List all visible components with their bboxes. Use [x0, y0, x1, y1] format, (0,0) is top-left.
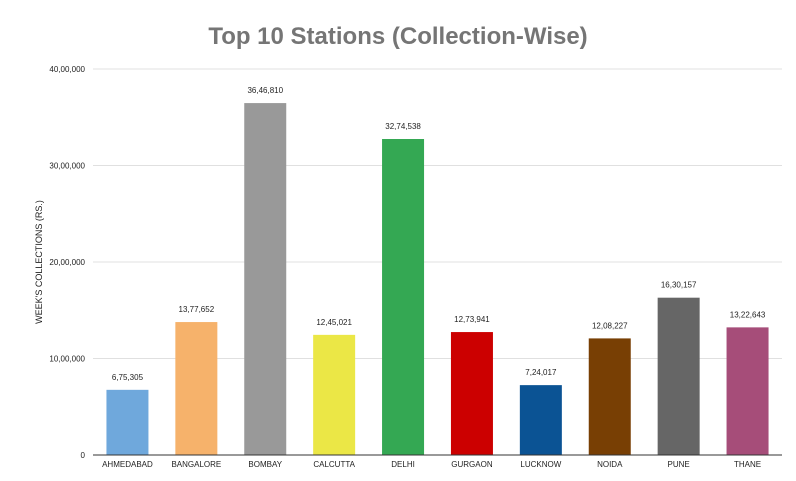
x-tick-label: GURGAON [451, 460, 493, 469]
data-label: 12,08,227 [592, 321, 628, 330]
x-tick-label: BOMBAY [248, 460, 282, 469]
x-tick-label: PUNE [668, 460, 690, 469]
y-axis-ticks: 0 10,00,000 20,00,000 30,00,000 40,00,000 [49, 65, 85, 460]
data-label: 13,77,652 [179, 305, 215, 314]
bar-calcutta [313, 334, 356, 455]
bar-bombay [244, 103, 287, 456]
x-axis-ticks: AHMEDABAD BANGALORE BOMBAY CALCUTTA DELHI GUR… [102, 460, 761, 469]
data-label: 6,75,305 [112, 373, 144, 382]
chart-title: Top 10 Stations (Collection-Wise) [208, 23, 587, 50]
data-label: 36,46,810 [247, 86, 283, 95]
y-tick-label: 10,00,000 [49, 355, 85, 364]
data-label: 32,74,538 [385, 122, 421, 131]
bar-gurgaon [450, 332, 493, 455]
y-tick-label: 0 [81, 451, 86, 460]
y-tick-label: 20,00,000 [49, 258, 85, 267]
bar-delhi [382, 139, 425, 455]
bar-bangalore [175, 322, 218, 455]
bars [106, 103, 769, 456]
x-tick-label: AHMEDABAD [102, 460, 153, 469]
y-axis-label: WEEK'S COLLECTIONS (RS.) [34, 200, 44, 324]
bar-pune [657, 297, 700, 455]
y-tick-label: 40,00,000 [49, 65, 85, 74]
data-label: 12,45,021 [316, 318, 352, 327]
x-tick-label: LUCKNOW [520, 460, 561, 469]
x-tick-label: BANGALORE [171, 460, 221, 469]
bar-ahmedabad [106, 389, 149, 455]
data-label: 13,22,643 [730, 310, 766, 319]
bar-noida [588, 338, 631, 455]
x-tick-label: DELHI [391, 460, 415, 469]
x-tick-label: CALCUTTA [313, 460, 355, 469]
data-labels: 6,75,305 13,77,652 36,46,810 12,45,021 32,74… [112, 86, 766, 382]
x-tick-label: NOIDA [597, 460, 623, 469]
x-tick-label: THANE [734, 460, 761, 469]
y-tick-label: 30,00,000 [49, 162, 85, 171]
data-label: 7,24,017 [525, 368, 557, 377]
bar-thane [726, 327, 769, 455]
bar-lucknow [519, 385, 562, 455]
data-label: 12,73,941 [454, 315, 490, 324]
data-label: 16,30,157 [661, 281, 697, 290]
